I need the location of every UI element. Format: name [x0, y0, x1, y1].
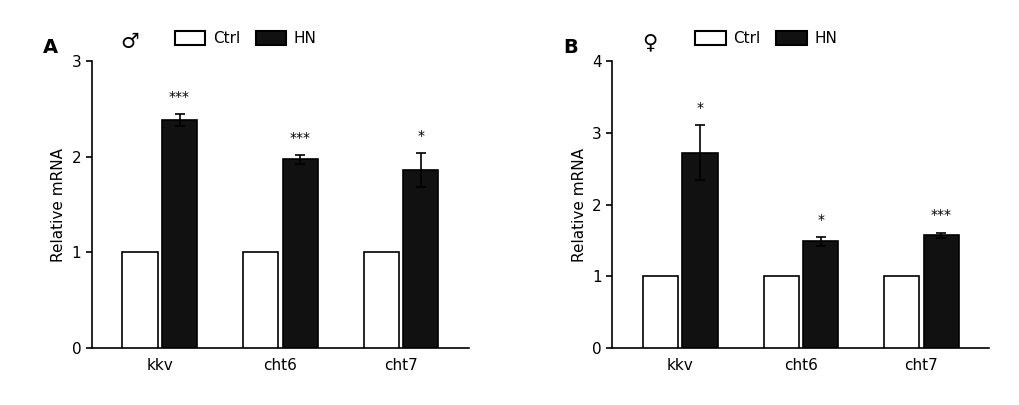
Bar — [802, 241, 838, 348]
Bar — [122, 252, 157, 348]
Y-axis label: Relative mRNA: Relative mRNA — [571, 147, 586, 262]
Text: B: B — [562, 38, 578, 57]
Bar — [403, 170, 438, 348]
Text: ***: *** — [289, 131, 311, 145]
Bar — [682, 153, 716, 348]
Text: ♂: ♂ — [120, 32, 139, 52]
Bar — [162, 120, 197, 348]
Bar — [364, 252, 398, 348]
Bar — [923, 235, 958, 348]
Bar — [243, 252, 278, 348]
Text: ***: *** — [929, 209, 951, 222]
Legend: Ctrl, HN: Ctrl, HN — [695, 31, 837, 46]
Text: ***: *** — [169, 90, 190, 104]
Legend: Ctrl, HN: Ctrl, HN — [174, 31, 316, 46]
Text: *: * — [816, 213, 823, 227]
Text: ♀: ♀ — [642, 32, 657, 52]
Bar — [282, 160, 317, 348]
Text: *: * — [417, 129, 424, 143]
Text: *: * — [696, 101, 703, 115]
Text: A: A — [43, 38, 58, 57]
Bar — [642, 276, 678, 348]
Y-axis label: Relative mRNA: Relative mRNA — [51, 147, 66, 262]
Bar — [763, 276, 798, 348]
Bar — [883, 276, 918, 348]
